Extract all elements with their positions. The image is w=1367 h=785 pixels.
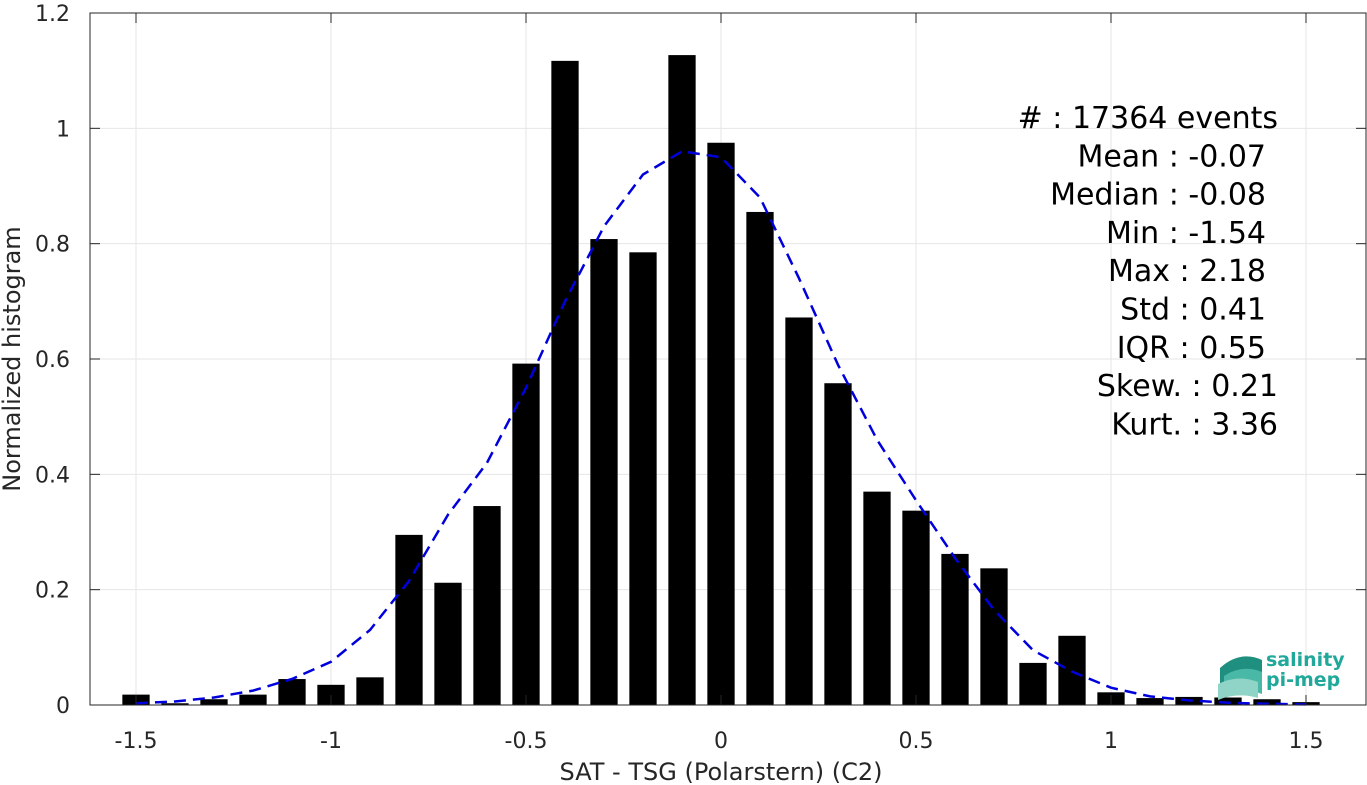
y-tick-label-0: 0 bbox=[56, 694, 70, 719]
x-tick-label-0: -1.5 bbox=[115, 729, 158, 754]
plot-axes bbox=[89, 12, 1367, 706]
y-tick-labels: 0 0.2 0.4 0.6 0.8 1 1.2 bbox=[35, 2, 70, 719]
histogram-bar-21 bbox=[941, 553, 969, 705]
histogram-bar-5 bbox=[317, 684, 345, 705]
y-tick-label-4: 0.8 bbox=[35, 233, 70, 258]
x-tick-label-3: 0 bbox=[714, 729, 728, 754]
y-tick-label-5: 1 bbox=[56, 117, 70, 142]
histogram-bar-8 bbox=[434, 582, 462, 705]
logo-line2: pi-mep bbox=[1266, 669, 1340, 691]
normal-fit-curve bbox=[135, 150, 1307, 706]
histogram-bar-28 bbox=[1214, 697, 1242, 705]
histogram-bar-17 bbox=[785, 317, 813, 705]
stat-line-0: # : 17364 events bbox=[1018, 101, 1278, 136]
x-tick-labels: -1.5 -1 -0.5 0 0.5 1 1.5 bbox=[115, 729, 1324, 754]
histogram-bar-16 bbox=[746, 211, 774, 705]
logo-line1: salinity bbox=[1266, 649, 1345, 671]
y-tick-label-6: 1.2 bbox=[35, 2, 70, 27]
x-tick-label-6: 1.5 bbox=[1289, 729, 1324, 754]
stat-line-7: Skew. : 0.21 bbox=[1097, 369, 1278, 404]
histogram-bars bbox=[122, 55, 1320, 706]
stat-line-5: Std : 0.41 bbox=[1120, 293, 1266, 328]
x-axis-label: SAT - TSG (Polarstern) (C2) bbox=[560, 758, 883, 785]
histogram-bar-18 bbox=[824, 383, 852, 705]
wave-logo-icon bbox=[1218, 656, 1262, 700]
histogram-bar-22 bbox=[980, 568, 1008, 705]
salinity-pi-mep-logo: salinity pi-mep bbox=[1218, 649, 1345, 700]
stat-line-1: Mean : -0.07 bbox=[1077, 139, 1266, 174]
stat-line-8: Kurt. : 3.36 bbox=[1111, 407, 1278, 442]
histogram-bar-2 bbox=[200, 699, 228, 705]
histogram-bar-7 bbox=[395, 534, 423, 705]
y-tick-label-1: 0.2 bbox=[35, 579, 70, 604]
histogram-bar-19 bbox=[863, 491, 891, 705]
histogram-bar-1 bbox=[161, 703, 189, 705]
histogram-bar-12 bbox=[590, 239, 618, 705]
stat-line-4: Max : 2.18 bbox=[1108, 254, 1266, 289]
histogram-bar-9 bbox=[473, 506, 501, 705]
histogram-bar-20 bbox=[902, 510, 930, 705]
histogram-bar-3 bbox=[239, 694, 267, 705]
x-tick-label-4: 0.5 bbox=[899, 729, 934, 754]
x-tick-label-1: -1 bbox=[320, 729, 342, 754]
histogram-bar-6 bbox=[356, 677, 384, 705]
histogram-bar-23 bbox=[1019, 662, 1047, 705]
histogram-bar-29 bbox=[1253, 699, 1281, 705]
histogram-bar-4 bbox=[278, 679, 306, 705]
x-tick-label-2: -0.5 bbox=[505, 729, 548, 754]
histogram-bar-13 bbox=[629, 252, 657, 706]
histogram-bar-14 bbox=[668, 55, 696, 705]
histogram-bar-26 bbox=[1136, 698, 1164, 705]
stat-line-6: IQR : 0.55 bbox=[1117, 331, 1266, 366]
histogram-bar-11 bbox=[551, 60, 579, 705]
x-tick-label-5: 1 bbox=[1104, 729, 1118, 754]
stat-line-3: Min : -1.54 bbox=[1106, 216, 1266, 251]
histogram-bar-15 bbox=[707, 142, 735, 705]
y-axis-label: Normalized histogram bbox=[0, 226, 26, 491]
histogram-bar-10 bbox=[512, 363, 540, 705]
y-tick-label-3: 0.6 bbox=[35, 348, 70, 373]
y-tick-label-2: 0.4 bbox=[35, 463, 70, 488]
stat-line-2: Median : -0.08 bbox=[1050, 178, 1266, 213]
